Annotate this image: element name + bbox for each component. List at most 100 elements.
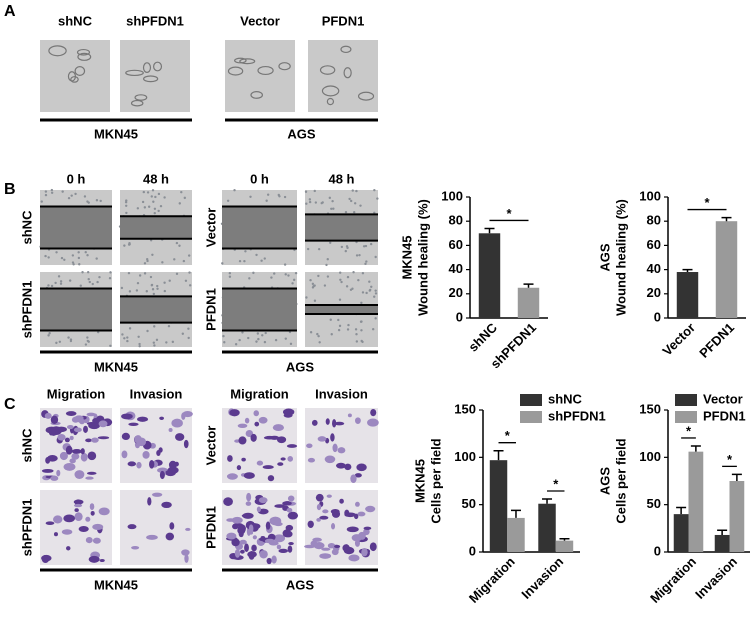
stained-cell bbox=[265, 521, 271, 530]
y-axis-label: AGS bbox=[597, 467, 612, 496]
stained-cell bbox=[330, 508, 340, 515]
y-tick-label: 50 bbox=[462, 496, 476, 511]
texture bbox=[283, 195, 287, 199]
texture bbox=[308, 198, 312, 201]
stained-cell bbox=[354, 473, 362, 478]
texture bbox=[155, 338, 159, 342]
image-bg bbox=[225, 40, 295, 112]
y-tick-label: 40 bbox=[647, 261, 661, 276]
texture bbox=[305, 296, 308, 299]
texture bbox=[332, 207, 335, 210]
micrograph bbox=[120, 271, 192, 348]
cell bbox=[227, 66, 244, 76]
stained-cell bbox=[223, 497, 233, 506]
bar bbox=[517, 287, 540, 318]
stained-cell bbox=[238, 436, 247, 445]
cell bbox=[278, 62, 291, 71]
stained-cell bbox=[168, 428, 173, 433]
texture bbox=[79, 284, 82, 287]
stained-cell bbox=[278, 548, 289, 554]
row-label: shNC bbox=[19, 210, 34, 245]
stained-cell bbox=[245, 430, 254, 438]
texture bbox=[87, 201, 90, 204]
wound-gap bbox=[120, 216, 192, 239]
stained-cell bbox=[53, 532, 58, 537]
texture bbox=[373, 188, 376, 192]
texture bbox=[346, 328, 350, 331]
stained-cell bbox=[231, 516, 243, 524]
texture bbox=[151, 253, 154, 256]
texture bbox=[182, 259, 186, 263]
stained-cell bbox=[253, 410, 260, 417]
texture bbox=[44, 193, 48, 197]
legend-label: PFDN1 bbox=[703, 408, 746, 423]
texture bbox=[325, 263, 328, 267]
stained-cell bbox=[316, 517, 321, 522]
texture bbox=[78, 263, 81, 266]
cell bbox=[70, 76, 79, 83]
stained-cell bbox=[250, 433, 257, 442]
texture bbox=[175, 241, 179, 245]
stained-cell bbox=[273, 534, 286, 543]
group-label: MKN45 bbox=[94, 359, 138, 374]
bar bbox=[489, 460, 508, 552]
stained-cell bbox=[236, 465, 242, 471]
micrograph bbox=[304, 188, 379, 267]
texture bbox=[247, 336, 250, 340]
texture bbox=[345, 285, 349, 288]
error-bar bbox=[682, 268, 693, 273]
texture bbox=[87, 277, 90, 281]
texture bbox=[84, 251, 87, 254]
micrograph bbox=[304, 490, 378, 565]
texture bbox=[54, 281, 57, 285]
cell bbox=[142, 62, 152, 73]
stained-cell bbox=[92, 523, 104, 530]
y-tick-label: 100 bbox=[639, 188, 661, 203]
texture bbox=[154, 195, 157, 199]
column-header: Invasion bbox=[315, 386, 368, 401]
texture bbox=[157, 192, 161, 196]
texture bbox=[69, 339, 73, 343]
stained-cell bbox=[277, 462, 284, 466]
texture bbox=[228, 271, 232, 275]
stained-cell bbox=[151, 492, 163, 497]
texture bbox=[355, 332, 358, 336]
legend-label: shNC bbox=[548, 391, 583, 406]
texture bbox=[187, 336, 190, 340]
stained-cell bbox=[306, 443, 313, 449]
texture bbox=[47, 284, 50, 287]
micrograph bbox=[221, 271, 298, 347]
texture bbox=[120, 286, 124, 290]
bar bbox=[538, 503, 556, 552]
y-tick-label: 100 bbox=[441, 188, 463, 203]
texture bbox=[156, 284, 159, 288]
stained-cell bbox=[254, 421, 260, 427]
x-tick-label: Migration bbox=[647, 554, 699, 606]
texture bbox=[317, 247, 321, 251]
texture bbox=[348, 197, 351, 201]
stained-cell bbox=[344, 463, 352, 471]
texture bbox=[284, 273, 287, 276]
stained-cell bbox=[91, 437, 99, 443]
stained-cell bbox=[67, 425, 74, 430]
wound-gap bbox=[222, 206, 297, 249]
stained-cell bbox=[256, 506, 261, 513]
stained-cell bbox=[237, 423, 248, 428]
cell bbox=[340, 45, 352, 54]
stained-cell bbox=[121, 413, 133, 420]
error-bar bbox=[510, 509, 521, 518]
wound-gap bbox=[40, 206, 112, 249]
stained-cell bbox=[326, 494, 332, 498]
texture bbox=[67, 196, 71, 200]
stained-cell bbox=[282, 501, 292, 506]
stained-cell bbox=[334, 421, 345, 426]
stained-cell bbox=[243, 472, 255, 479]
texture bbox=[351, 189, 354, 192]
stained-cell bbox=[80, 448, 85, 455]
texture bbox=[369, 242, 373, 246]
texture bbox=[294, 271, 298, 275]
texture bbox=[96, 280, 99, 284]
texture bbox=[109, 271, 112, 274]
cell bbox=[67, 71, 77, 82]
texture bbox=[340, 280, 343, 284]
